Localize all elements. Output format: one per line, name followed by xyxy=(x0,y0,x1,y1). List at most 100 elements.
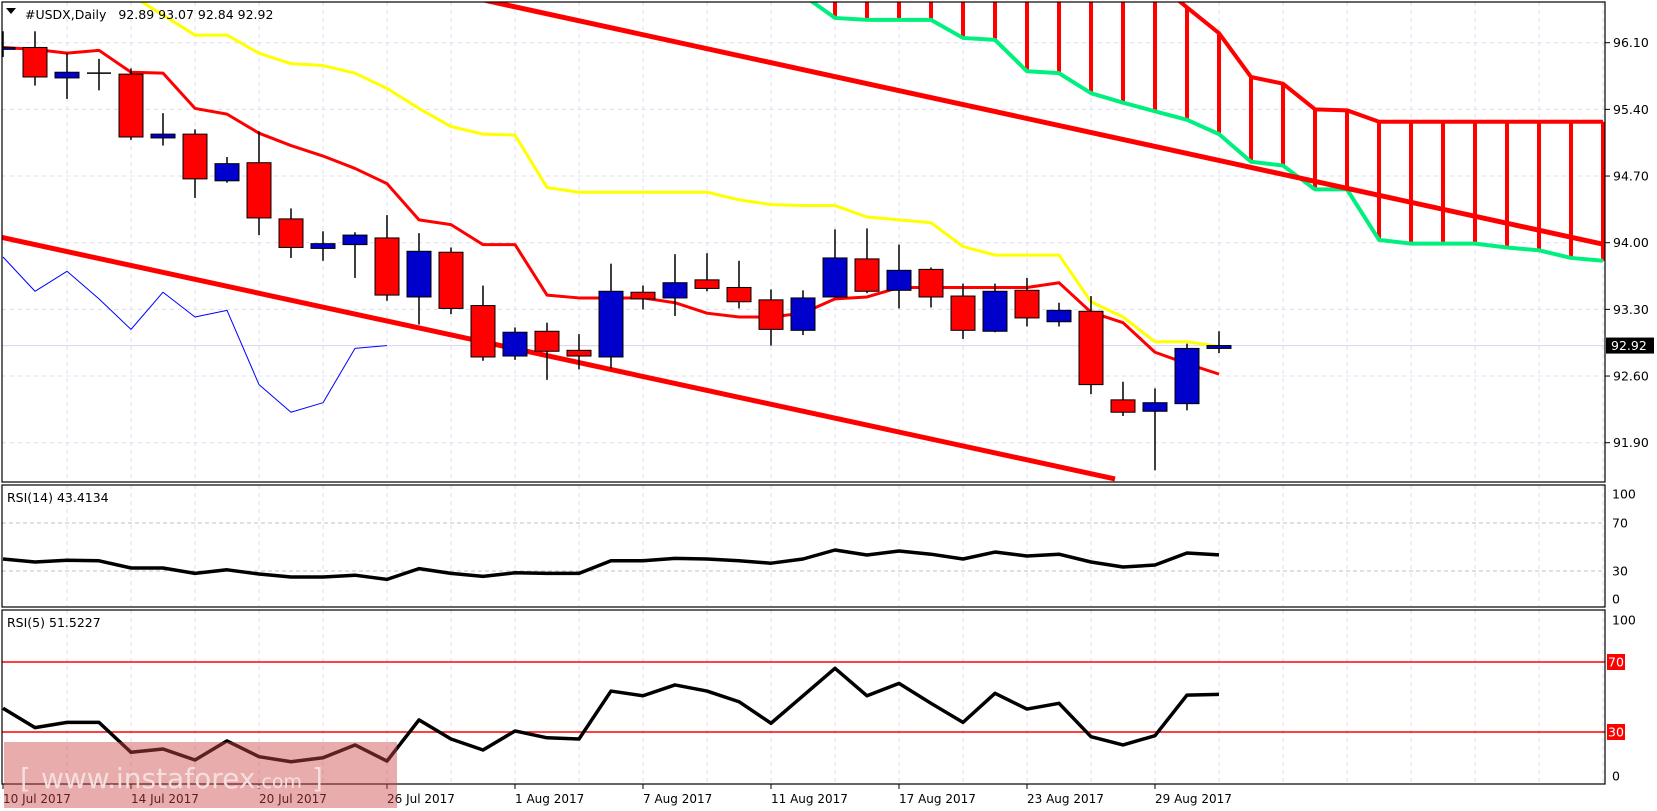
candle xyxy=(1174,343,1200,411)
candle xyxy=(406,233,432,325)
candle xyxy=(1014,277,1040,327)
date-label: 29 Aug 2017 xyxy=(1155,792,1232,806)
candle-body xyxy=(1142,402,1168,412)
channel-trendline[interactable] xyxy=(0,234,1116,482)
candle xyxy=(982,283,1008,333)
rsi5-tick-label: 70 xyxy=(1608,655,1624,670)
current-price-label: 92.92 xyxy=(1611,338,1647,353)
candle-body xyxy=(662,282,688,299)
candle xyxy=(598,263,624,369)
current-price-box xyxy=(1606,337,1654,354)
channel-trendline[interactable] xyxy=(482,0,1605,248)
candle-body xyxy=(854,258,880,292)
candle xyxy=(278,208,304,258)
candle xyxy=(790,290,816,336)
date-label: 23 Aug 2017 xyxy=(1027,792,1104,806)
candle-body xyxy=(1110,399,1136,413)
rsi5-line xyxy=(2,666,1220,764)
candle-body xyxy=(598,290,624,358)
candle-body xyxy=(630,291,656,300)
candle xyxy=(182,129,208,198)
candle-body xyxy=(566,349,592,357)
watermark: [www.instaforex.com] xyxy=(4,742,397,808)
price-tick-label: 94.70 xyxy=(1613,169,1649,184)
candle xyxy=(662,254,688,317)
rsi14-line xyxy=(2,548,1220,582)
candle xyxy=(2,31,16,57)
candle xyxy=(1110,381,1136,417)
candle xyxy=(374,215,400,301)
candle xyxy=(214,156,240,183)
candle xyxy=(950,283,976,339)
candle-body xyxy=(1046,309,1072,323)
candle-body xyxy=(118,73,144,138)
symbol-label: #USDX,Daily xyxy=(25,7,107,22)
candle xyxy=(1206,331,1232,354)
price-tick-label: 91.90 xyxy=(1613,435,1649,450)
rsi14-tick-label: 100 xyxy=(1612,487,1636,502)
candle-body xyxy=(22,46,48,78)
candle-body xyxy=(790,297,816,331)
rsi5-level-box xyxy=(1607,724,1625,740)
rsi14-tick-label: 70 xyxy=(1612,516,1628,531)
candle-body xyxy=(822,257,848,298)
candle-body xyxy=(374,237,400,296)
candle xyxy=(342,232,368,278)
candle-body xyxy=(694,279,720,289)
candle-body xyxy=(214,163,240,182)
header-line: #USDX,Daily 92.89 93.07 92.84 92.92 xyxy=(25,7,273,22)
panel-frames xyxy=(1,1,1606,785)
candle xyxy=(854,228,880,294)
price-tick-label: 92.60 xyxy=(1613,369,1649,384)
candle-body xyxy=(246,162,272,219)
rsi5-tick-label: 0 xyxy=(1612,769,1620,784)
candle-body xyxy=(1014,289,1040,319)
candle xyxy=(246,131,272,236)
watermark-text: [www.instaforex.com] xyxy=(20,762,323,795)
date-label: 11 Aug 2017 xyxy=(771,792,848,806)
candle-body xyxy=(470,305,496,358)
rsi5-panel-border xyxy=(1,609,1606,785)
price-panel-border xyxy=(1,1,1606,483)
candle xyxy=(470,285,496,361)
candle xyxy=(630,285,656,310)
candle-body xyxy=(438,251,464,309)
candle xyxy=(150,113,176,146)
candle xyxy=(502,327,528,360)
candle xyxy=(758,289,784,346)
candle xyxy=(918,267,944,308)
kijun-sen-line xyxy=(139,2,1220,348)
candle xyxy=(22,31,48,86)
candle-body xyxy=(950,295,976,331)
candle-body xyxy=(758,299,784,330)
candle-body xyxy=(342,234,368,246)
date-label: 7 Aug 2017 xyxy=(643,792,712,806)
collapse-triangle-icon[interactable] xyxy=(6,8,16,14)
candle xyxy=(1046,302,1072,327)
date-label: 26 Jul 2017 xyxy=(387,792,455,806)
watermark-bracket-open: [ xyxy=(20,762,31,795)
chikou-span-line xyxy=(2,256,388,413)
grid xyxy=(2,2,1605,784)
price-tick-label: 95.40 xyxy=(1613,102,1649,117)
candle xyxy=(886,244,912,309)
candle xyxy=(54,53,80,99)
candle-body xyxy=(406,250,432,298)
price-panel xyxy=(0,0,1605,482)
price-tick-label: 93.30 xyxy=(1613,302,1649,317)
rsi14-tick-label: 0 xyxy=(1612,592,1620,607)
axes: 96.10 95.40 94.70 94.00 93.30 92.60 91.90 92.92… xyxy=(2,35,1654,806)
watermark-tld: .com xyxy=(255,771,302,793)
chart-header: #USDX,Daily 92.89 93.07 92.84 92.92 RSI(1… xyxy=(6,7,273,630)
date-label: 20 Jul 2017 xyxy=(259,792,327,806)
rsi14-panel-border xyxy=(1,484,1606,608)
date-label: 17 Aug 2017 xyxy=(899,792,976,806)
ohlc-readout: 92.89 93.07 92.84 92.92 xyxy=(118,7,273,22)
candle xyxy=(438,247,464,315)
candle-body xyxy=(726,286,752,303)
candle-body xyxy=(918,268,944,298)
candle-body xyxy=(886,269,912,291)
rsi5-tick-label: 100 xyxy=(1612,613,1636,628)
